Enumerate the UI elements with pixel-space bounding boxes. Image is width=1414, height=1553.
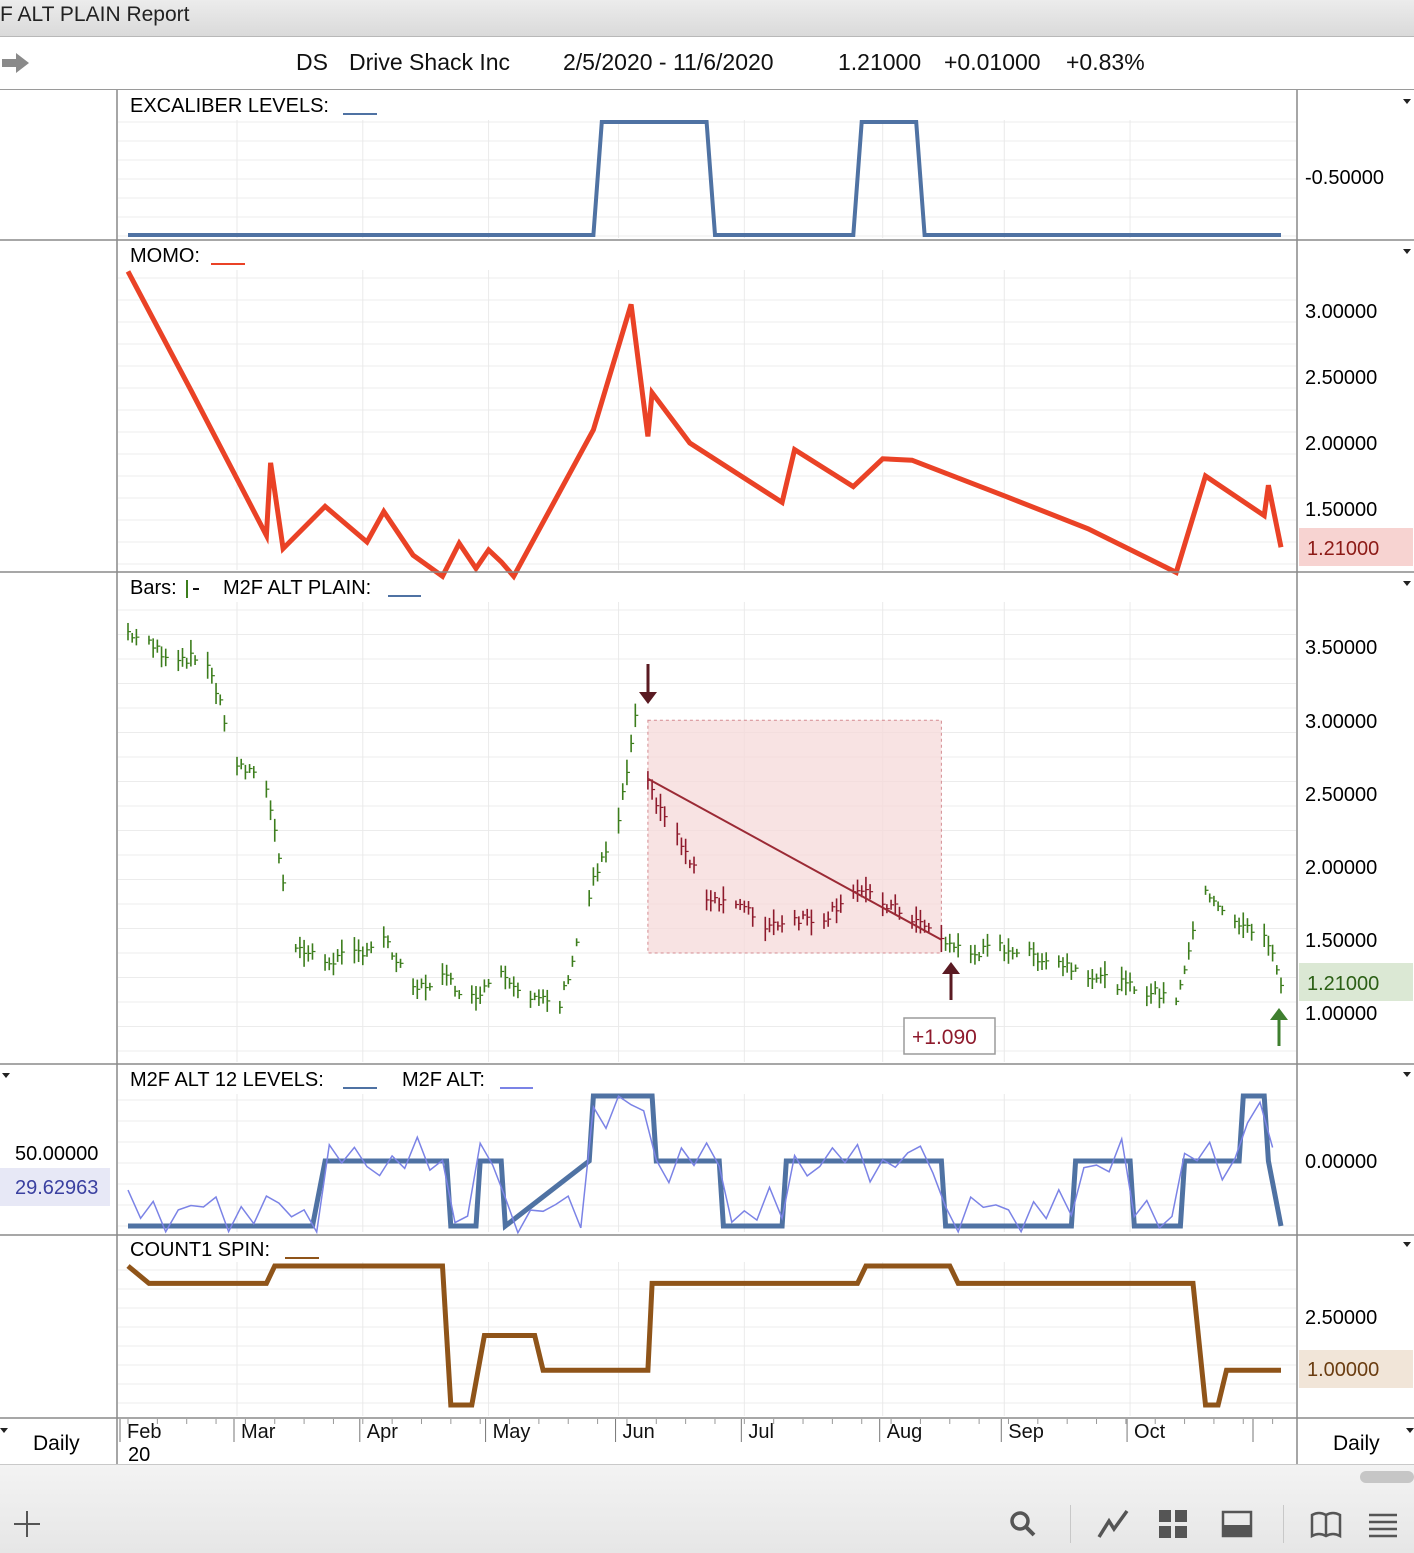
- momo-last-badge: 1.21000: [1307, 538, 1379, 560]
- count1-axis-label: 2.50000: [1305, 1307, 1377, 1329]
- month-label: Aug: [887, 1421, 923, 1443]
- month-label: Apr: [367, 1421, 398, 1443]
- panel-labels: EXCALIBER LEVELS: -0.50000 MOMO: 3.00000…: [0, 95, 1413, 1464]
- book-icon[interactable]: [1309, 1507, 1343, 1541]
- excaliber-line: [128, 120, 1281, 237]
- horizontal-scrollbar[interactable]: [1360, 1471, 1414, 1483]
- dropdown-triangle-icon: [1403, 249, 1411, 254]
- panel-frames: [0, 90, 1414, 1464]
- bars-axis-label: 3.00000: [1305, 711, 1377, 733]
- dropdown-triangle-icon: [0, 1428, 8, 1433]
- bottom-toolbar: [0, 1464, 1414, 1553]
- time-axis: Feb Mar Apr May Jun Jul Aug Sep Oct: [119, 1419, 1274, 1443]
- count1-line: [126, 1263, 1281, 1408]
- momo-axis-label: 2.00000: [1305, 433, 1377, 455]
- bars-last-badge: 1.21000: [1307, 973, 1379, 995]
- grid-lines: [118, 120, 1296, 1416]
- count1-last-badge: 1.00000: [1307, 1359, 1379, 1381]
- m2f-alt-plain-title: M2F ALT PLAIN:: [223, 577, 371, 599]
- m2f-alt-title: M2F ALT:: [402, 1069, 485, 1091]
- excaliber-title: EXCALIBER LEVELS:: [130, 95, 329, 117]
- month-label: Feb: [127, 1421, 161, 1443]
- symbol-name: Drive Shack Inc: [349, 49, 511, 75]
- chart-series: [125, 120, 1288, 1408]
- window-titlebar: F ALT PLAIN Report: [0, 0, 1414, 37]
- period-left[interactable]: Daily: [33, 1432, 80, 1455]
- sell-arrow-icon: [639, 692, 657, 704]
- momo-axis-label: 1.50000: [1305, 499, 1377, 521]
- dropdown-triangle-icon: [1403, 1072, 1411, 1077]
- panel-layout-icon[interactable]: [1220, 1507, 1254, 1541]
- buy-arrow-icon: [942, 962, 960, 974]
- add-icon[interactable]: [10, 1507, 44, 1541]
- month-label: Mar: [241, 1421, 276, 1443]
- m2f12-title: M2F ALT 12 LEVELS:: [130, 1069, 324, 1091]
- price-change: +0.01000: [944, 49, 1041, 75]
- dropdown-triangle-icon: [1403, 99, 1411, 104]
- m2f12-left-label: 50.00000: [15, 1143, 98, 1165]
- dropdown-triangle-icon: [1403, 581, 1411, 586]
- month-label: Jul: [748, 1421, 774, 1443]
- bars-axis-label: 2.50000: [1305, 784, 1377, 806]
- dropdown-triangle-icon: [1403, 1242, 1411, 1247]
- date-range: 2/5/2020 - 11/6/2020: [563, 49, 774, 75]
- dropdown-triangle-icon: [2, 1073, 10, 1078]
- menu-icon[interactable]: [1366, 1507, 1400, 1541]
- buy-arrow-icon: [1270, 1008, 1288, 1020]
- bars-axis-label: 2.00000: [1305, 857, 1377, 879]
- month-label: Sep: [1008, 1421, 1044, 1443]
- forward-arrow-icon[interactable]: [2, 51, 30, 75]
- momo-axis-label: 2.50000: [1305, 367, 1377, 389]
- momo-title: MOMO:: [130, 245, 200, 267]
- month-label: Oct: [1134, 1421, 1166, 1443]
- m2f12-level-line: [128, 1093, 1284, 1231]
- momo-axis-label: 3.00000: [1305, 301, 1377, 323]
- last-price: 1.21000: [838, 49, 922, 75]
- bars-title: Bars:: [130, 577, 177, 599]
- month-label: Jun: [623, 1421, 655, 1443]
- momo-line: [125, 270, 1284, 581]
- grid-layout-icon[interactable]: [1156, 1507, 1190, 1541]
- m2f-alt-line: [127, 1094, 1274, 1235]
- m2f12-axis-label: 0.00000: [1305, 1151, 1377, 1173]
- trade-line: [647, 777, 942, 941]
- symbol-bar: DS Drive Shack Inc 2/5/2020 - 11/6/2020 …: [0, 37, 1414, 90]
- symbol-ticker: DS: [296, 49, 328, 75]
- toolbar-separator: [1070, 1505, 1071, 1543]
- period-right[interactable]: Daily: [1333, 1432, 1380, 1455]
- trade-result-label: +1.090: [912, 1026, 977, 1049]
- report-chart[interactable]: EXCALIBER LEVELS: -0.50000 MOMO: 3.00000…: [0, 90, 1414, 1464]
- window-title: F ALT PLAIN Report: [0, 3, 190, 26]
- dropdown-triangle-icon: [1406, 1428, 1414, 1433]
- excaliber-axis-label: -0.50000: [1305, 167, 1384, 189]
- search-icon[interactable]: [1006, 1507, 1040, 1541]
- toolbar-separator: [1283, 1505, 1284, 1543]
- year-label: 20: [128, 1444, 150, 1464]
- bars-axis-label: 1.00000: [1305, 1003, 1377, 1025]
- chart-line-icon[interactable]: [1096, 1507, 1130, 1541]
- bars-axis-label: 3.50000: [1305, 637, 1377, 659]
- m2f12-left-badge: 29.62963: [15, 1177, 98, 1199]
- month-label: May: [493, 1421, 531, 1443]
- bars-axis-label: 1.50000: [1305, 930, 1377, 952]
- price-change-pct: +0.83%: [1066, 49, 1145, 75]
- count1-title: COUNT1 SPIN:: [130, 1239, 270, 1261]
